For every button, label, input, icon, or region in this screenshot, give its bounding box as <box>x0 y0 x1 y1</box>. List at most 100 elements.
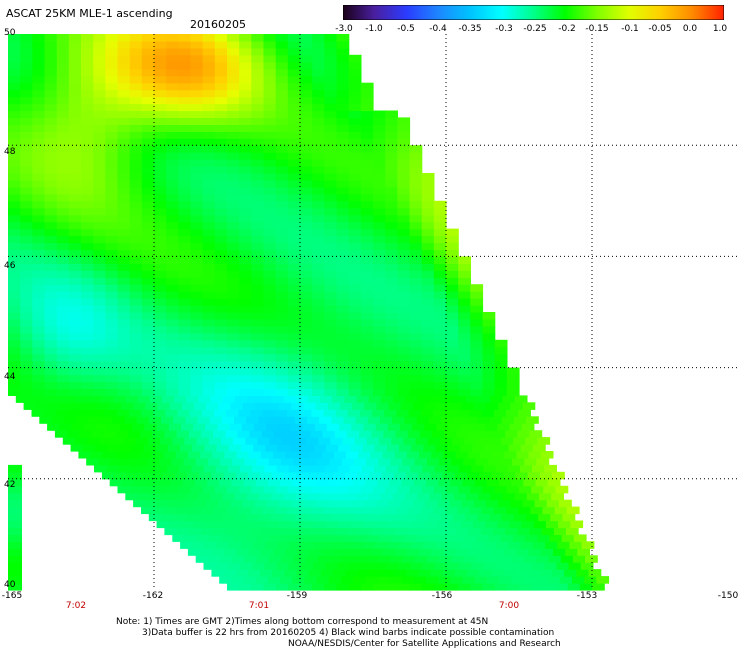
wind-cell <box>71 423 85 431</box>
wind-cell <box>384 506 398 515</box>
wind-cell <box>287 235 301 244</box>
wind-cell <box>386 464 399 473</box>
wind-cell <box>596 576 610 584</box>
wind-cell <box>312 332 325 341</box>
wind-cell <box>421 228 435 237</box>
wind-cell <box>472 541 485 549</box>
wind-cell <box>273 430 287 438</box>
wind-cell <box>93 277 106 285</box>
wind-cell <box>115 430 129 438</box>
wind-cell <box>141 374 155 383</box>
wind-cell <box>117 235 131 244</box>
wind-cell <box>312 200 325 209</box>
wind-cell <box>380 513 393 522</box>
wind-cell <box>300 96 313 105</box>
wind-cell <box>324 193 338 202</box>
wind-cell <box>335 409 349 417</box>
wind-cell <box>32 277 46 285</box>
wind-cell <box>56 263 70 271</box>
wind-cell <box>263 228 277 237</box>
wind-cell <box>56 367 70 376</box>
wind-cell <box>312 180 325 188</box>
wind-cell <box>234 492 248 501</box>
wind-cell <box>223 569 237 577</box>
wind-cell <box>141 159 155 167</box>
wind-cell <box>340 478 354 487</box>
wind-cell <box>129 34 143 42</box>
wind-cell <box>44 145 58 153</box>
wind-cell <box>8 270 21 278</box>
wind-cell <box>458 381 471 389</box>
wind-cell <box>461 402 475 410</box>
wind-cell <box>205 520 219 529</box>
wind-cell <box>105 284 119 292</box>
wind-cell <box>245 534 259 542</box>
wind-cell <box>348 173 362 181</box>
wind-cell <box>243 576 257 584</box>
wind-cell <box>320 492 333 501</box>
wind-cell <box>263 173 277 181</box>
wind-cell <box>324 89 338 98</box>
wind-cell <box>81 381 94 389</box>
wind-cell <box>464 534 478 542</box>
wind-cell <box>336 256 350 264</box>
wind-cell <box>501 416 515 424</box>
wind-cell <box>473 499 487 508</box>
wind-cell <box>254 499 268 508</box>
wind-cell <box>300 270 313 278</box>
wind-cell <box>392 416 405 424</box>
wind-cell <box>312 131 325 139</box>
wind-cell <box>471 562 484 570</box>
wind-cell <box>360 312 374 320</box>
wind-cell <box>477 513 491 522</box>
wind-cell <box>360 193 374 202</box>
wind-cell <box>81 298 94 306</box>
wind-cell <box>421 200 435 209</box>
wind-cell <box>141 388 155 396</box>
wind-cell <box>373 207 386 216</box>
wind-cell <box>336 305 350 313</box>
wind-cell <box>324 367 338 376</box>
wind-cell <box>270 513 284 522</box>
wind-cell <box>168 423 182 431</box>
wind-cell <box>81 284 94 292</box>
wind-cell <box>360 173 374 181</box>
wind-cell <box>251 353 265 362</box>
wind-cell <box>32 75 46 84</box>
wind-cell <box>44 131 58 139</box>
wind-cell <box>32 180 46 188</box>
wind-cell <box>540 548 554 556</box>
wind-cell <box>81 103 94 112</box>
wind-cell <box>421 312 435 320</box>
wind-cell <box>315 499 329 508</box>
wind-cell <box>156 423 170 431</box>
wind-cell <box>251 96 265 105</box>
colorbar-label: -3.0 <box>335 24 353 34</box>
wind-cell <box>385 291 398 299</box>
wind-cell <box>435 541 449 549</box>
wind-cell <box>523 576 537 584</box>
wind-cell <box>8 166 21 174</box>
wind-cell <box>214 166 228 174</box>
wind-cell <box>8 173 21 181</box>
wind-cell <box>166 54 179 63</box>
wind-cell <box>129 166 143 174</box>
wind-cell <box>348 110 362 118</box>
wind-cell <box>44 291 58 299</box>
wind-cell <box>187 451 201 459</box>
wind-cell <box>506 388 520 396</box>
wind-cell <box>8 513 22 522</box>
wind-cell <box>421 339 435 348</box>
wind-cell <box>406 569 419 577</box>
wind-cell <box>141 186 155 195</box>
wind-cell <box>166 381 179 389</box>
wind-cell <box>190 221 204 230</box>
wind-cell <box>121 402 134 410</box>
wind-cell <box>433 284 447 292</box>
wind-cell <box>412 423 425 431</box>
wind-cell <box>68 82 82 91</box>
wind-cell <box>214 159 228 167</box>
wind-cell <box>166 186 179 195</box>
wind-cell <box>154 207 167 216</box>
wind-cell <box>458 284 471 292</box>
